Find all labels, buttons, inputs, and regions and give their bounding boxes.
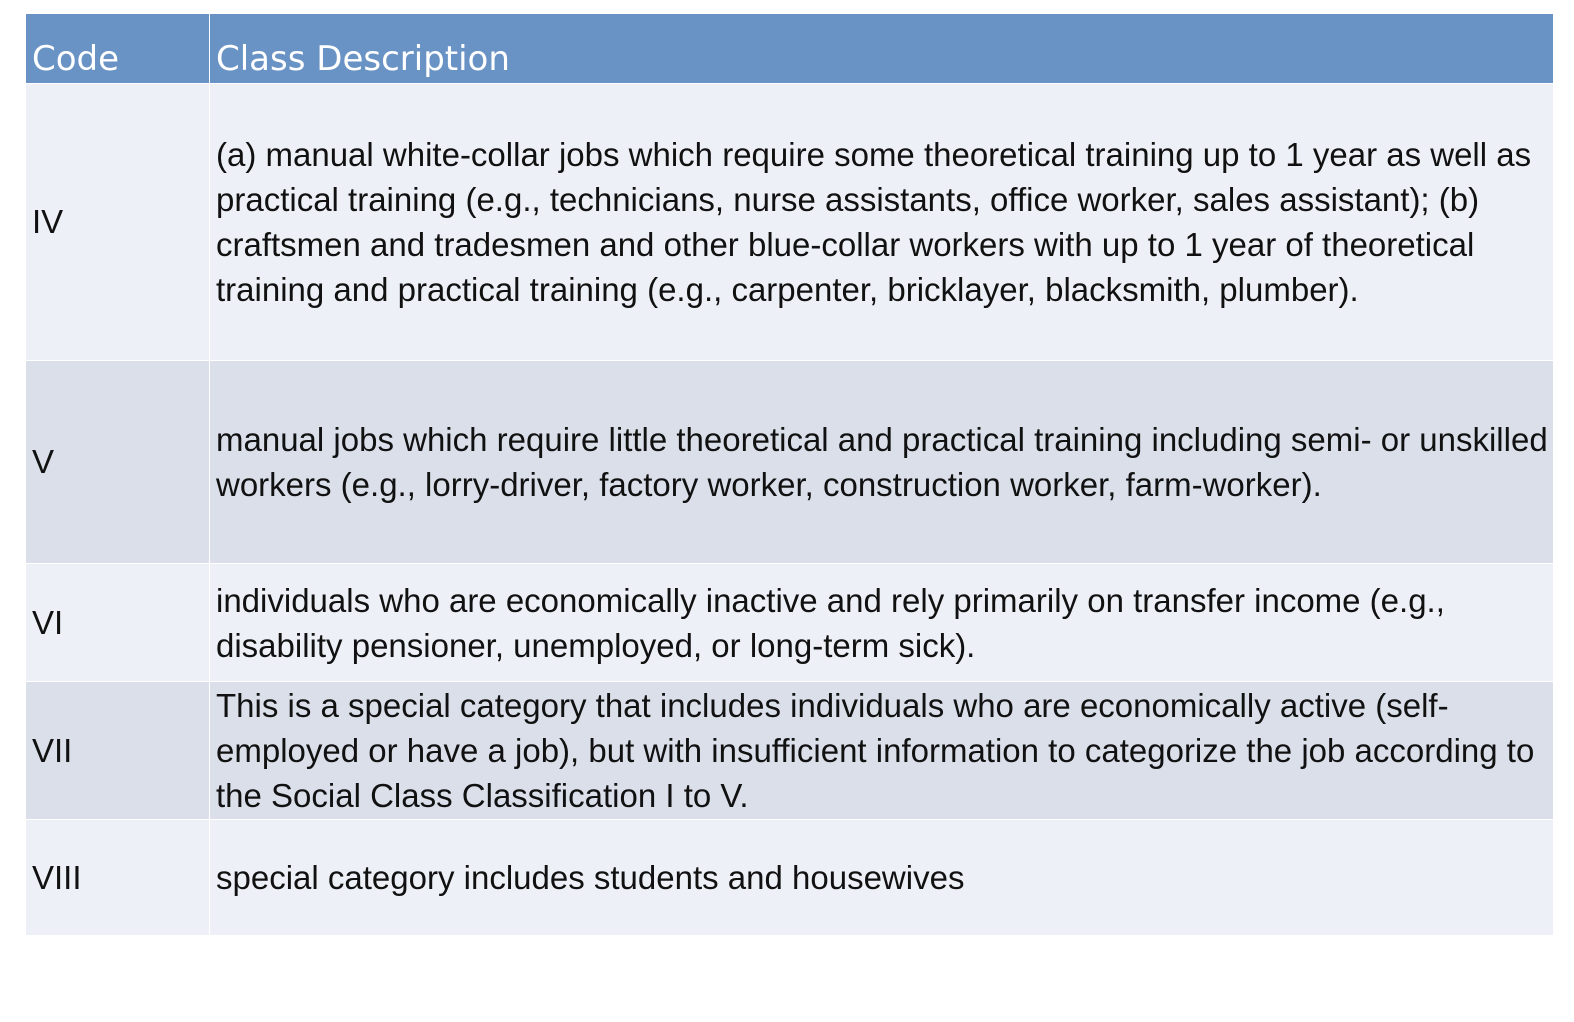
social-class-table: Code Class Description IV (a) manual whi… xyxy=(26,14,1553,935)
header-class-description: Class Description xyxy=(216,39,510,79)
header-code: Code xyxy=(26,14,210,83)
row-description: manual jobs which require little theoret… xyxy=(216,421,1548,503)
table-row: IV (a) manual white-collar jobs which re… xyxy=(26,83,1553,360)
table-header-row: Code Class Description xyxy=(26,14,1553,83)
table-row: VII This is a special category that incl… xyxy=(26,681,1553,819)
table-row: V manual jobs which require little theor… xyxy=(26,360,1553,563)
row-code: V xyxy=(26,361,210,563)
row-description: special category includes students and h… xyxy=(216,859,965,896)
row-description: This is a special category that includes… xyxy=(216,687,1535,814)
table-row: VIII special category includes students … xyxy=(26,819,1553,935)
row-code: VII xyxy=(26,682,210,819)
row-code: IV xyxy=(26,84,210,360)
row-description: (a) manual white-collar jobs which requi… xyxy=(216,136,1532,308)
row-code: VI xyxy=(26,564,210,681)
table-row: VI individuals who are economically inac… xyxy=(26,563,1553,681)
row-code: VIII xyxy=(26,820,210,935)
row-description: individuals who are economically inactiv… xyxy=(216,581,1445,664)
